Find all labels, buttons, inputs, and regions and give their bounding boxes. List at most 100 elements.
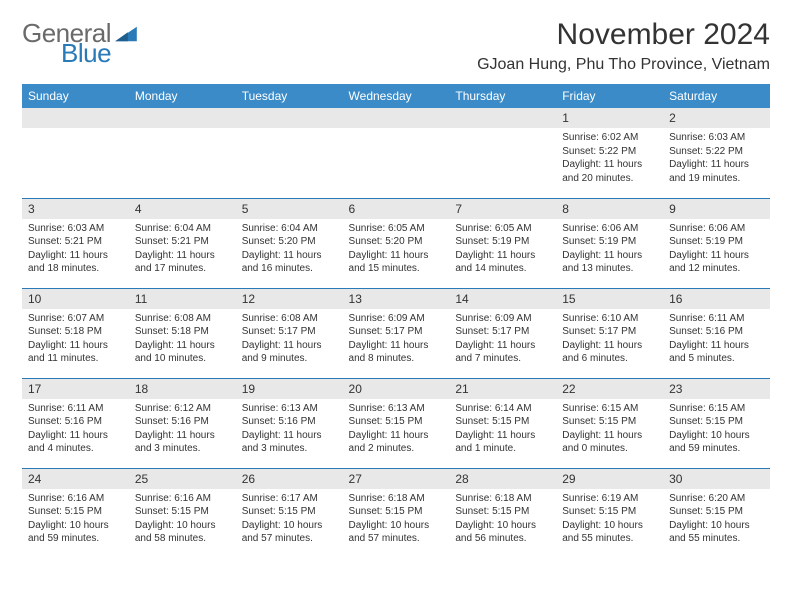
day-number: 23 [663, 379, 770, 399]
title-block: November 2024 GJoan Hung, Phu Tho Provin… [477, 18, 770, 74]
day-body: Sunrise: 6:02 AMSunset: 5:22 PMDaylight:… [556, 128, 663, 191]
day-cell: 5Sunrise: 6:04 AMSunset: 5:20 PMDaylight… [236, 198, 343, 288]
logo-triangle-icon [115, 25, 137, 43]
day-body: Sunrise: 6:18 AMSunset: 5:15 PMDaylight:… [449, 489, 556, 552]
day-cell: 20Sunrise: 6:13 AMSunset: 5:15 PMDayligh… [343, 378, 450, 468]
day-body: Sunrise: 6:16 AMSunset: 5:15 PMDaylight:… [129, 489, 236, 552]
day-cell: 10Sunrise: 6:07 AMSunset: 5:18 PMDayligh… [22, 288, 129, 378]
day-cell: 2Sunrise: 6:03 AMSunset: 5:22 PMDaylight… [663, 108, 770, 198]
day-header-sun: Sunday [22, 84, 129, 108]
day-body: Sunrise: 6:06 AMSunset: 5:19 PMDaylight:… [663, 219, 770, 282]
day-body: Sunrise: 6:09 AMSunset: 5:17 PMDaylight:… [343, 309, 450, 372]
day-cell: 26Sunrise: 6:17 AMSunset: 5:15 PMDayligh… [236, 468, 343, 558]
day-header-wed: Wednesday [343, 84, 450, 108]
day-cell: 23Sunrise: 6:15 AMSunset: 5:15 PMDayligh… [663, 378, 770, 468]
day-cell [236, 108, 343, 198]
day-number: 21 [449, 379, 556, 399]
day-number: 13 [343, 289, 450, 309]
day-body: Sunrise: 6:16 AMSunset: 5:15 PMDaylight:… [22, 489, 129, 552]
day-body: Sunrise: 6:20 AMSunset: 5:15 PMDaylight:… [663, 489, 770, 552]
day-cell: 12Sunrise: 6:08 AMSunset: 5:17 PMDayligh… [236, 288, 343, 378]
day-number: 10 [22, 289, 129, 309]
day-cell: 17Sunrise: 6:11 AMSunset: 5:16 PMDayligh… [22, 378, 129, 468]
day-body: Sunrise: 6:17 AMSunset: 5:15 PMDaylight:… [236, 489, 343, 552]
header: General Blue November 2024 GJoan Hung, P… [22, 18, 770, 74]
day-body: Sunrise: 6:15 AMSunset: 5:15 PMDaylight:… [556, 399, 663, 462]
day-number [22, 108, 129, 128]
day-body: Sunrise: 6:19 AMSunset: 5:15 PMDaylight:… [556, 489, 663, 552]
day-header-fri: Friday [556, 84, 663, 108]
location-text: GJoan Hung, Phu Tho Province, Vietnam [477, 56, 770, 74]
day-body: Sunrise: 6:12 AMSunset: 5:16 PMDaylight:… [129, 399, 236, 462]
day-body: Sunrise: 6:15 AMSunset: 5:15 PMDaylight:… [663, 399, 770, 462]
day-cell: 16Sunrise: 6:11 AMSunset: 5:16 PMDayligh… [663, 288, 770, 378]
day-number: 18 [129, 379, 236, 399]
day-body: Sunrise: 6:06 AMSunset: 5:19 PMDaylight:… [556, 219, 663, 282]
day-body: Sunrise: 6:11 AMSunset: 5:16 PMDaylight:… [663, 309, 770, 372]
day-number [343, 108, 450, 128]
day-cell: 30Sunrise: 6:20 AMSunset: 5:15 PMDayligh… [663, 468, 770, 558]
day-number: 12 [236, 289, 343, 309]
day-number: 15 [556, 289, 663, 309]
day-body: Sunrise: 6:13 AMSunset: 5:15 PMDaylight:… [343, 399, 450, 462]
day-cell: 28Sunrise: 6:18 AMSunset: 5:15 PMDayligh… [449, 468, 556, 558]
day-cell: 25Sunrise: 6:16 AMSunset: 5:15 PMDayligh… [129, 468, 236, 558]
day-number: 16 [663, 289, 770, 309]
day-body: Sunrise: 6:08 AMSunset: 5:18 PMDaylight:… [129, 309, 236, 372]
day-cell: 19Sunrise: 6:13 AMSunset: 5:16 PMDayligh… [236, 378, 343, 468]
day-cell: 1Sunrise: 6:02 AMSunset: 5:22 PMDaylight… [556, 108, 663, 198]
day-number [129, 108, 236, 128]
day-header-thu: Thursday [449, 84, 556, 108]
day-number: 25 [129, 469, 236, 489]
day-body: Sunrise: 6:04 AMSunset: 5:20 PMDaylight:… [236, 219, 343, 282]
day-cell: 15Sunrise: 6:10 AMSunset: 5:17 PMDayligh… [556, 288, 663, 378]
day-number: 9 [663, 199, 770, 219]
day-cell: 18Sunrise: 6:12 AMSunset: 5:16 PMDayligh… [129, 378, 236, 468]
day-header-sat: Saturday [663, 84, 770, 108]
day-header-tue: Tuesday [236, 84, 343, 108]
day-number: 26 [236, 469, 343, 489]
day-number: 30 [663, 469, 770, 489]
day-number: 3 [22, 199, 129, 219]
day-number: 14 [449, 289, 556, 309]
day-number: 20 [343, 379, 450, 399]
calendar-table: Sunday Monday Tuesday Wednesday Thursday… [22, 84, 770, 558]
day-number: 4 [129, 199, 236, 219]
day-body: Sunrise: 6:11 AMSunset: 5:16 PMDaylight:… [22, 399, 129, 462]
day-number: 8 [556, 199, 663, 219]
day-body: Sunrise: 6:04 AMSunset: 5:21 PMDaylight:… [129, 219, 236, 282]
week-row: 3Sunrise: 6:03 AMSunset: 5:21 PMDaylight… [22, 198, 770, 288]
day-number: 2 [663, 108, 770, 128]
day-body: Sunrise: 6:05 AMSunset: 5:20 PMDaylight:… [343, 219, 450, 282]
day-cell: 9Sunrise: 6:06 AMSunset: 5:19 PMDaylight… [663, 198, 770, 288]
day-body: Sunrise: 6:09 AMSunset: 5:17 PMDaylight:… [449, 309, 556, 372]
day-cell: 13Sunrise: 6:09 AMSunset: 5:17 PMDayligh… [343, 288, 450, 378]
day-body: Sunrise: 6:08 AMSunset: 5:17 PMDaylight:… [236, 309, 343, 372]
day-number: 1 [556, 108, 663, 128]
day-number: 11 [129, 289, 236, 309]
day-number: 28 [449, 469, 556, 489]
day-header-mon: Monday [129, 84, 236, 108]
day-cell: 14Sunrise: 6:09 AMSunset: 5:17 PMDayligh… [449, 288, 556, 378]
day-body: Sunrise: 6:13 AMSunset: 5:16 PMDaylight:… [236, 399, 343, 462]
day-cell: 6Sunrise: 6:05 AMSunset: 5:20 PMDaylight… [343, 198, 450, 288]
day-body: Sunrise: 6:14 AMSunset: 5:15 PMDaylight:… [449, 399, 556, 462]
day-body: Sunrise: 6:10 AMSunset: 5:17 PMDaylight:… [556, 309, 663, 372]
day-body: Sunrise: 6:03 AMSunset: 5:21 PMDaylight:… [22, 219, 129, 282]
day-number: 27 [343, 469, 450, 489]
logo-text-blue: Blue [61, 38, 111, 69]
week-row: 24Sunrise: 6:16 AMSunset: 5:15 PMDayligh… [22, 468, 770, 558]
day-number: 6 [343, 199, 450, 219]
day-cell: 11Sunrise: 6:08 AMSunset: 5:18 PMDayligh… [129, 288, 236, 378]
day-number: 7 [449, 199, 556, 219]
day-body: Sunrise: 6:07 AMSunset: 5:18 PMDaylight:… [22, 309, 129, 372]
day-cell [129, 108, 236, 198]
day-header-row: Sunday Monday Tuesday Wednesday Thursday… [22, 84, 770, 108]
day-body: Sunrise: 6:03 AMSunset: 5:22 PMDaylight:… [663, 128, 770, 191]
day-cell: 24Sunrise: 6:16 AMSunset: 5:15 PMDayligh… [22, 468, 129, 558]
day-number: 29 [556, 469, 663, 489]
day-cell: 7Sunrise: 6:05 AMSunset: 5:19 PMDaylight… [449, 198, 556, 288]
day-number [449, 108, 556, 128]
logo: General Blue [22, 18, 167, 49]
week-row: 1Sunrise: 6:02 AMSunset: 5:22 PMDaylight… [22, 108, 770, 198]
